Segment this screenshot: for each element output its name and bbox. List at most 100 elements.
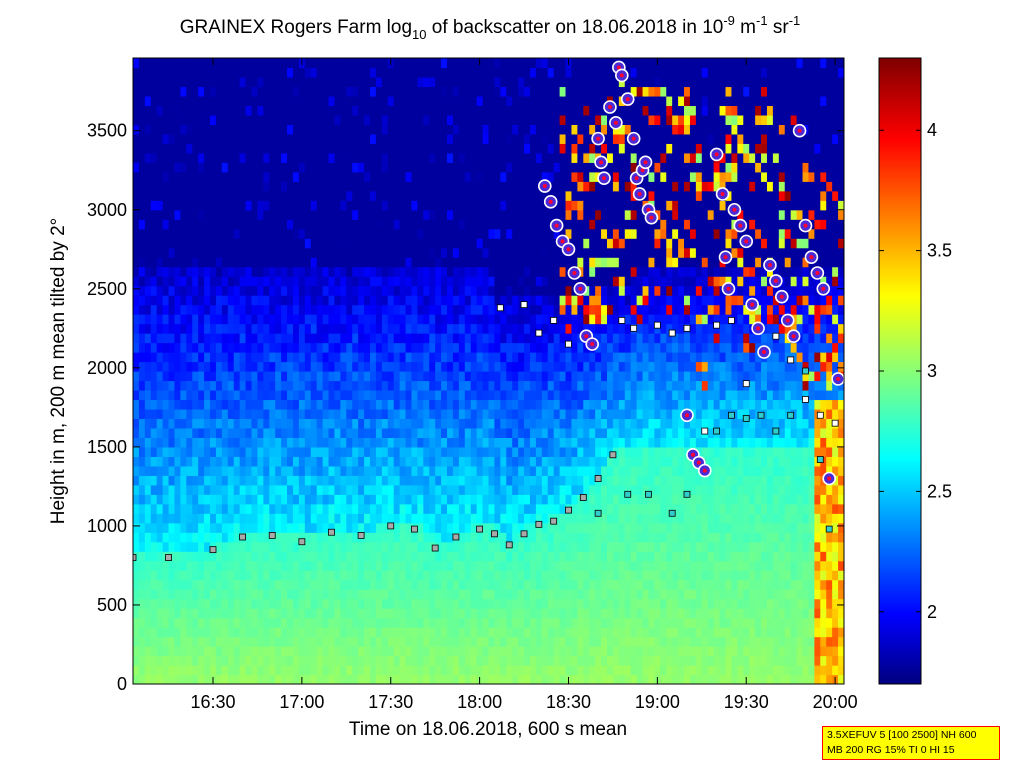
heatmap-cell — [227, 627, 235, 638]
heatmap-cell — [405, 228, 413, 239]
heatmap-cell — [364, 551, 371, 562]
heatmap-cell — [269, 541, 276, 552]
heatmap-cell — [529, 608, 537, 619]
heatmap-cell — [263, 276, 270, 287]
heatmap-cell — [518, 228, 525, 239]
heatmap-cell — [168, 190, 176, 201]
heatmap-cell — [452, 408, 460, 420]
heatmap-cell — [251, 295, 259, 306]
heatmap-cell — [577, 238, 584, 249]
heatmap-cell — [464, 181, 472, 192]
heatmap-cell — [375, 465, 383, 476]
heatmap-cell — [239, 361, 247, 372]
heatmap-cell — [257, 266, 264, 277]
heatmap-cell — [198, 285, 205, 296]
heatmap-cell — [138, 418, 146, 429]
heatmap-cell — [281, 200, 288, 211]
heatmap-cell — [144, 342, 152, 353]
heatmap-cell — [370, 86, 377, 97]
heatmap-cell — [144, 152, 152, 163]
heatmap-cell — [257, 484, 264, 495]
heatmap-cell — [399, 333, 407, 344]
heatmap-cell — [144, 446, 152, 457]
heatmap-cell — [192, 342, 199, 353]
heatmap-cell — [221, 58, 229, 69]
heatmap-cell — [577, 361, 584, 372]
heatmap-cell — [328, 570, 336, 581]
heatmap-cell — [441, 361, 448, 372]
heatmap-cell — [364, 105, 371, 116]
heatmap-cell — [452, 427, 460, 438]
heatmap-cell — [210, 617, 217, 628]
heatmap-cell — [352, 181, 359, 192]
heatmap-cell — [251, 247, 259, 258]
heatmap-cell — [168, 456, 176, 467]
heatmap-cell — [233, 589, 241, 600]
heatmap-cell — [518, 295, 525, 306]
heatmap-cell — [215, 257, 223, 268]
heatmap-cell — [571, 503, 578, 514]
heatmap-cell — [500, 162, 507, 173]
heatmap-cell — [186, 95, 193, 107]
heatmap-cell — [447, 503, 454, 514]
heatmap-cell — [334, 67, 341, 78]
heatmap-cell — [192, 589, 199, 600]
heatmap-cell — [287, 484, 294, 495]
heatmap-cell — [571, 162, 578, 173]
heatmap-cell — [204, 171, 211, 182]
heatmap-cell — [547, 162, 555, 173]
heatmap-cell — [156, 181, 164, 192]
heatmap-cell — [174, 646, 181, 657]
heatmap-cell — [198, 124, 205, 135]
heatmap-cell — [162, 446, 170, 457]
heatmap-cell — [447, 456, 454, 467]
heatmap-cell — [133, 655, 140, 666]
heatmap-cell — [565, 67, 573, 78]
heatmap-cell — [506, 513, 513, 524]
heatmap-cell — [221, 437, 229, 448]
heatmap-cell — [221, 257, 229, 268]
heatmap-cell — [263, 579, 270, 590]
heatmap-cell — [198, 437, 205, 448]
heatmap-cell — [322, 674, 330, 684]
heatmap-cell — [156, 380, 164, 391]
heatmap-cell — [227, 494, 235, 505]
heatmap-cell — [518, 418, 525, 429]
heatmap-cell — [233, 522, 241, 533]
heatmap-cell — [441, 276, 448, 287]
heatmap-cell — [500, 418, 507, 429]
heatmap-cell — [328, 143, 336, 154]
heatmap-cell — [340, 446, 347, 457]
heatmap-cell — [381, 503, 389, 514]
heatmap-cell — [245, 86, 253, 97]
heatmap-cell — [571, 323, 578, 334]
heatmap-cell — [168, 209, 176, 220]
heatmap-cell — [322, 58, 330, 69]
heatmap-cell — [470, 304, 478, 315]
heatmap-cell — [215, 418, 223, 429]
heatmap-cell — [174, 475, 181, 486]
heatmap-cell — [547, 371, 555, 382]
heatmap-cell — [488, 247, 496, 258]
heatmap-cell — [304, 494, 312, 505]
heatmap-cell — [156, 513, 164, 524]
heatmap-cell — [245, 655, 253, 666]
heatmap-cell — [192, 427, 199, 438]
heatmap-cell — [180, 456, 187, 467]
heatmap-cell — [512, 522, 519, 533]
heatmap-cell — [275, 209, 282, 220]
heatmap-cell — [298, 361, 306, 372]
heatmap-cell — [133, 513, 140, 524]
heatmap-cell — [210, 114, 217, 125]
heatmap-cell — [316, 124, 324, 135]
heatmap-cell — [352, 342, 359, 353]
heatmap-cell — [263, 674, 270, 684]
heatmap-cell — [257, 541, 264, 552]
heatmap-cell — [375, 171, 383, 182]
heatmap-cell — [500, 247, 507, 258]
heatmap-cell — [150, 323, 158, 334]
heatmap-cell — [381, 86, 389, 97]
heatmap-cell — [411, 124, 418, 135]
heatmap-cell — [547, 665, 555, 676]
heatmap-cell — [334, 219, 341, 230]
